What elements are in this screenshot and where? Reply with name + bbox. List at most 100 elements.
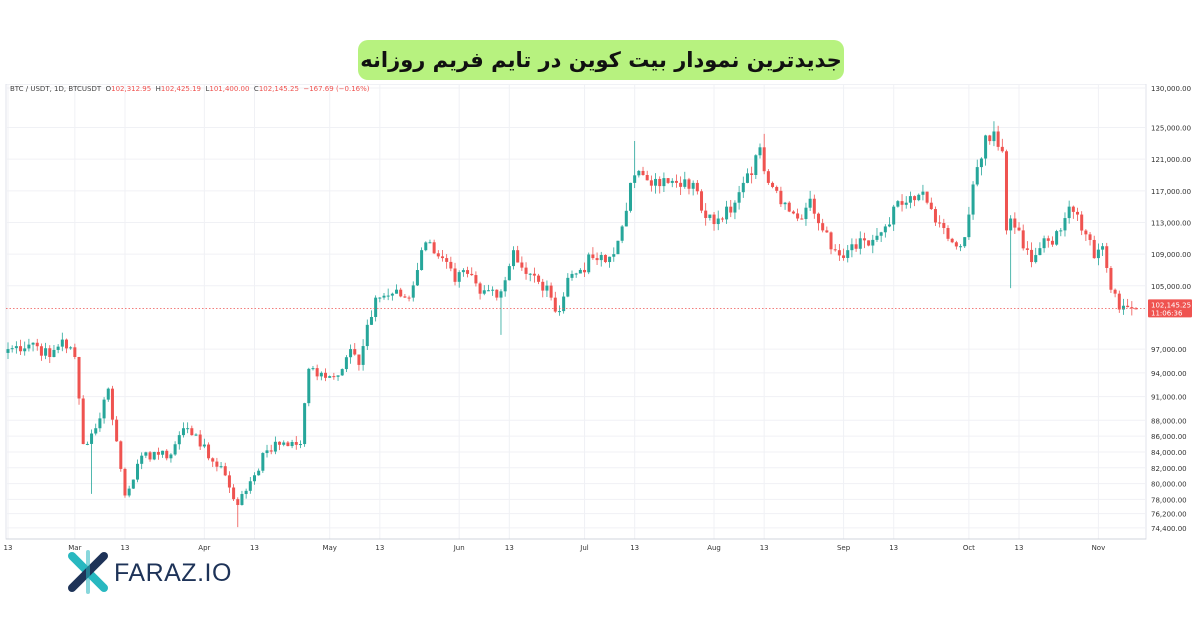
candle-body [1055,231,1059,245]
candle-body [466,270,470,274]
candle-body [457,272,461,282]
candle-body [102,399,106,419]
candle-body [177,435,181,445]
candle-body [482,290,486,294]
candle-body [403,296,407,298]
candle-body [683,179,687,187]
candle-body [796,213,800,219]
candle-body [762,147,766,172]
candle-body [286,442,290,447]
candle-body [486,290,490,292]
candle-body [620,226,624,241]
candle-body [674,180,678,183]
candle-body [98,418,102,429]
candle-body [165,450,169,459]
x-tick-label: Nov [1092,544,1106,552]
candle-body [424,242,428,251]
candle-body [833,249,837,251]
candle-body [161,450,165,455]
candle-body [198,434,202,447]
candle-body [265,450,269,454]
candle-body [842,255,846,258]
candle-body [662,178,666,187]
candle-body [236,499,240,505]
candle-body [679,182,683,187]
candle-body [800,218,804,220]
candle-body [775,186,779,191]
candle-body [282,442,286,445]
candle-body [428,242,432,244]
candle-body [633,175,637,183]
candle-body [499,291,503,298]
candle-body [474,275,478,284]
candle-body [10,348,14,350]
candle-body [1109,267,1113,290]
x-tick-label: 13 [760,544,769,552]
candlestick-chart[interactable]: 130,000.00 125,000.00 121,000.00 117,000.00… [4,84,1194,554]
candle-body [1013,218,1017,228]
candle-body [658,178,662,187]
candle-body [1050,240,1054,245]
title-banner: جدیدترین نمودار بیت کوین در تایم فریم رو… [358,40,844,80]
candle-body [1034,255,1038,263]
legend-change: −167.69 (−0.16%) [303,85,370,93]
candle-body [729,206,733,213]
chart-svg[interactable]: 130,000.00 125,000.00 121,000.00 117,000.00… [4,84,1194,554]
candle-body [791,211,795,214]
x-tick-label: 13 [505,544,514,552]
x-tick-label: 13 [121,544,130,552]
candle-body [344,357,348,370]
candle-body [566,277,570,297]
legend-open: 102,312.95 [111,85,152,93]
candle-body [737,192,741,203]
candle-body [169,454,173,459]
candle-body [925,191,929,203]
candle-body [608,256,612,263]
candle-body [361,346,365,365]
candle-body [733,202,737,213]
candle-body [938,222,942,224]
candle-body [395,289,399,294]
candle-body [979,158,983,168]
candle-body [712,214,716,225]
candle-body [741,182,745,193]
candle-body [382,295,386,298]
candle-body [720,218,724,220]
candle-body [1121,305,1125,310]
candle-body [278,441,282,445]
candle-body [959,246,963,248]
candle-body [900,201,904,205]
candle-body [257,470,261,476]
candle-body [549,285,553,298]
candle-body [290,442,294,447]
candle-body [512,250,516,267]
candle-body [854,244,858,249]
y-tick-label: 76,200.00 [1151,511,1187,519]
candle-body [1080,214,1084,231]
candle-body [946,228,950,239]
candle-body [252,475,256,482]
candle-body [750,173,754,175]
candle-body [156,451,160,455]
candle-body [745,173,749,183]
candle-body [896,201,900,207]
candle-body [583,269,587,273]
faraz-logo: FARAZ.IO [66,550,231,594]
candle-body [1088,234,1092,240]
legend-low: 101,400.00 [209,85,250,93]
candle-body [432,242,436,254]
candle-body [929,202,933,210]
candle-body [700,191,704,211]
candle-body [319,372,323,377]
candle-body [27,344,31,349]
candle-body [637,170,641,176]
candle-body [971,184,975,215]
candle-body [244,490,248,495]
candle-body [461,270,465,273]
y-tick-label: 84,000.00 [1151,449,1187,457]
candle-body [491,289,495,291]
legend-close: 102,145.25 [258,85,299,93]
candle-body [1134,308,1138,310]
candle-body [136,463,140,480]
candle-body [921,191,925,195]
